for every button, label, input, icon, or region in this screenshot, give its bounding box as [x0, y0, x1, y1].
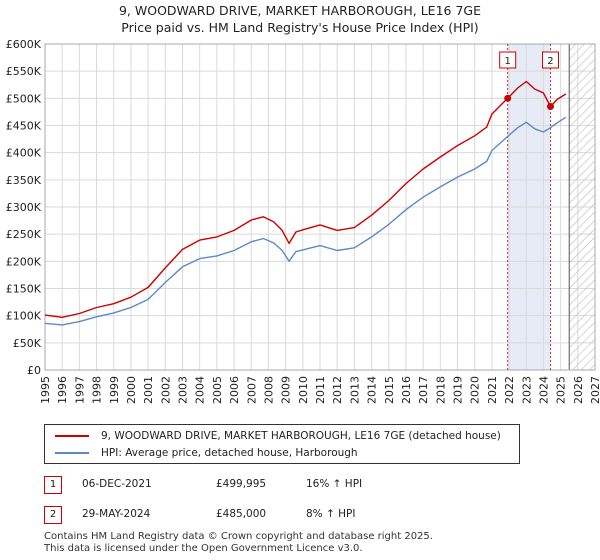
- sale-hpi-1: 16% ↑ HPI: [306, 478, 363, 490]
- y-tick-label-3: £150K: [6, 283, 42, 296]
- sale-badge-1: 1: [44, 476, 62, 494]
- x-tick-label-2000: 2000: [125, 376, 138, 404]
- x-tick-label-2012: 2012: [331, 376, 344, 404]
- x-tick-label-2009: 2009: [280, 376, 293, 404]
- property-series-line: [44, 80, 567, 318]
- y-tick-label-8: £400K: [6, 147, 42, 160]
- x-tick-label-2026: 2026: [572, 376, 585, 404]
- x-tick-label-2022: 2022: [503, 376, 516, 404]
- y-tick-label-11: £550K: [6, 65, 42, 78]
- y-tick-label-12: £600K: [6, 38, 42, 51]
- x-tick-label-1997: 1997: [73, 376, 86, 404]
- footer-copyright: Contains HM Land Registry data © Crown c…: [44, 531, 433, 542]
- x-tick-label-2019: 2019: [452, 376, 465, 404]
- y-tick-label-0: £0: [27, 364, 41, 377]
- x-tick-label-1995: 1995: [39, 376, 52, 404]
- legend-label-property: 9, WOODWARD DRIVE, MARKET HARBOROUGH, LE…: [101, 430, 501, 442]
- x-tick-label-2008: 2008: [262, 376, 275, 404]
- x-tick-label-2021: 2021: [486, 376, 499, 404]
- chart-title: 9, WOODWARD DRIVE, MARKET HARBOROUGH, LE…: [118, 3, 481, 18]
- x-tick-label-2025: 2025: [555, 376, 568, 404]
- y-tick-label-9: £450K: [6, 120, 42, 133]
- y-tick-label-7: £350K: [6, 174, 42, 187]
- x-tick-label-1998: 1998: [91, 376, 104, 404]
- y-tick-label-4: £200K: [6, 255, 42, 268]
- footer-licence: This data is licensed under the Open Gov…: [44, 543, 363, 554]
- sale-price-1: £499,995: [216, 478, 267, 490]
- sale-marker-label-1: 1: [505, 56, 511, 67]
- plot-frame: [44, 43, 596, 371]
- x-tick-label-2002: 2002: [159, 376, 172, 404]
- footer: Contains HM Land Registry data © Crown c…: [44, 531, 433, 555]
- x-tick-label-2011: 2011: [314, 376, 327, 404]
- chart-title-block: 9, WOODWARD DRIVE, MARKET HARBOROUGH, LE…: [0, 2, 600, 36]
- x-tick-label-2023: 2023: [520, 376, 533, 404]
- sale-date-2: 29-MAY-2024: [82, 508, 151, 520]
- y-tick-label-10: £500K: [6, 92, 42, 105]
- x-tick-label-1999: 1999: [108, 376, 121, 404]
- legend: 9, WOODWARD DRIVE, MARKET HARBOROUGH, LE…: [44, 424, 520, 464]
- sale-marker-badge-1: [499, 51, 517, 69]
- x-tick-label-2027: 2027: [589, 376, 600, 404]
- x-tick-label-2010: 2010: [297, 376, 310, 404]
- y-tick-label-5: £250K: [6, 228, 42, 241]
- forecast-hatch: [569, 44, 595, 370]
- x-tick-label-2004: 2004: [194, 376, 207, 404]
- sale-price-2: £485,000: [216, 508, 267, 520]
- y-tick-label-6: £300K: [6, 201, 42, 214]
- sale-point-1: [504, 94, 512, 102]
- sale-marker-badge-2: [541, 51, 559, 69]
- sale-hpi-2: 8% ↑ HPI: [306, 508, 356, 520]
- legend-item-hpi: HPI: Average price, detached house, Harb…: [55, 445, 358, 461]
- x-tick-label-2014: 2014: [366, 376, 379, 404]
- x-tick-label-2016: 2016: [400, 376, 413, 404]
- x-tick-label-2006: 2006: [228, 376, 241, 404]
- legend-item-property: 9, WOODWARD DRIVE, MARKET HARBOROUGH, LE…: [55, 428, 501, 444]
- sale-date-1: 06-DEC-2021: [82, 478, 152, 490]
- x-tick-label-2015: 2015: [383, 376, 396, 404]
- x-tick-label-2003: 2003: [177, 376, 190, 404]
- x-tick-label-2001: 2001: [142, 376, 155, 404]
- y-tick-label-1: £50K: [13, 337, 42, 350]
- y-tick-label-2: £100K: [6, 310, 42, 323]
- x-tick-label-2018: 2018: [434, 376, 447, 404]
- x-tick-label-2013: 2013: [348, 376, 361, 404]
- x-tick-label-2007: 2007: [245, 376, 258, 404]
- x-tick-label-2005: 2005: [211, 376, 224, 404]
- chart-subtitle: Price paid vs. HM Land Registry's House …: [121, 20, 479, 35]
- x-tick-label-2017: 2017: [417, 376, 430, 404]
- legend-swatch-hpi: [55, 452, 89, 454]
- price-chart: 1995 1996 1997 1998 1999 2000 2001 2002 2003 2004…: [6, 38, 600, 404]
- sale-marker-label-2: 2: [547, 56, 553, 67]
- x-tick-label-1996: 1996: [56, 376, 69, 404]
- x-tick-label-2020: 2020: [469, 376, 482, 404]
- hpi-series-line: [44, 116, 567, 326]
- legend-label-hpi: HPI: Average price, detached house, Harb…: [101, 447, 358, 459]
- sale-badge-2: 2: [44, 506, 62, 524]
- sale-point-2: [546, 102, 554, 110]
- legend-swatch-property: [55, 435, 89, 437]
- x-tick-label-2024: 2024: [537, 376, 550, 404]
